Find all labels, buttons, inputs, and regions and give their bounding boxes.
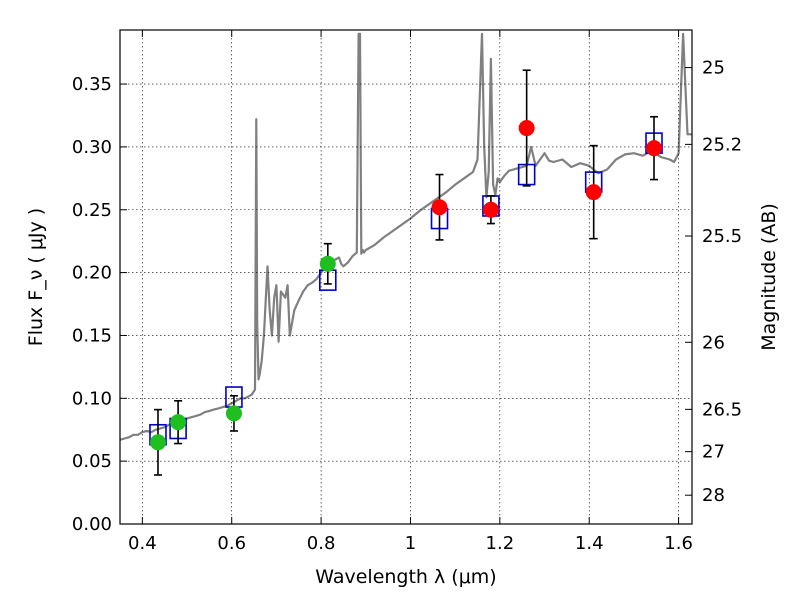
y2-tick-label: 26 [702, 332, 725, 353]
y-axis-label: Flux F_ν ( μJy ) [25, 208, 47, 346]
tick-layer: 0.4 0.6 0.8 1 1.2 1.4 1.6 0.00 0.05 0.10 0.15 0.20 0… [72, 30, 742, 554]
x-tick-label: 1.4 [575, 533, 604, 554]
y2-tick-label: 25 [702, 58, 725, 79]
y2-tick-label: 25.5 [702, 226, 742, 247]
y-tick-label: 0.05 [72, 451, 112, 472]
y-tick-label: 0.10 [72, 388, 112, 409]
y-tick-label: 0.00 [72, 514, 112, 535]
x-tick-label: 0.4 [128, 533, 157, 554]
point-layer [149, 120, 663, 451]
x-tick-label: 0.6 [217, 533, 246, 554]
nir-point [646, 140, 663, 157]
sed-layer [119, 32, 692, 441]
x-axis-label: Wavelength λ (μm) [315, 566, 496, 588]
y-tick-label: 0.25 [72, 200, 112, 221]
plot-frame [119, 29, 693, 525]
optical-point [170, 414, 187, 431]
x-tick-label: 1 [405, 533, 416, 554]
nir-point [585, 184, 602, 201]
optical-point [149, 434, 166, 451]
grid-layer [120, 30, 692, 525]
x-tick-label: 0.8 [307, 533, 336, 554]
y2-axis-label: Magnitude (AB) [758, 203, 780, 351]
y2-tick-label: 25.2 [702, 134, 742, 155]
y-tick-label: 0.30 [72, 137, 112, 158]
y2-tick-label: 28 [702, 485, 725, 506]
optical-point [319, 255, 336, 272]
sed-curve [119, 32, 692, 441]
x-tick-label: 1.2 [486, 533, 515, 554]
nir-point [518, 120, 535, 137]
y2-tick-label: 27 [702, 442, 725, 463]
optical-point [225, 405, 242, 422]
y2-tick-label: 26.5 [702, 399, 742, 420]
nir-point [482, 201, 499, 218]
y-tick-label: 0.20 [72, 263, 112, 284]
y-tick-label: 0.35 [72, 74, 112, 95]
x-tick-label: 1.6 [664, 533, 693, 554]
y-tick-label: 0.15 [72, 325, 112, 346]
nir-point [431, 199, 448, 216]
